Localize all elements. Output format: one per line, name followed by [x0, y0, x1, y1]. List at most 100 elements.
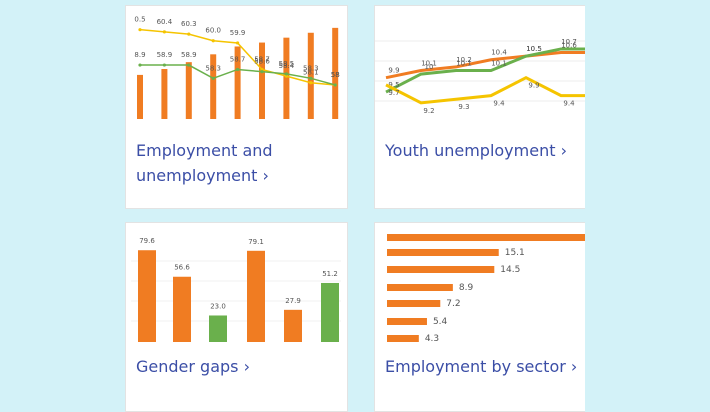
data-label: 58.1	[303, 69, 319, 77]
bar	[173, 276, 191, 342]
data-label: 9.3	[458, 103, 469, 111]
bar	[387, 266, 495, 273]
point	[260, 70, 264, 74]
data-label: 9.4	[493, 100, 505, 108]
data-label: 9.9	[388, 67, 399, 75]
data-label: 5.4	[433, 317, 448, 327]
data-label: 9.2	[423, 107, 434, 115]
data-label: 10.2	[456, 56, 472, 64]
bar	[210, 54, 217, 119]
data-label: 9.7	[388, 89, 399, 97]
line	[385, 75, 585, 105]
bar	[137, 74, 143, 119]
point	[236, 41, 240, 45]
data-label: 15.1	[505, 248, 525, 258]
data-label: 10.7	[561, 38, 577, 46]
data-label: 58.6	[254, 58, 270, 66]
data-label: 59.9	[230, 29, 246, 37]
bar	[307, 32, 314, 119]
card[interactable]: 9.910.110.210.410.510.610.69.51010.110.1…	[374, 5, 585, 209]
bar	[387, 300, 441, 307]
data-label: 10	[425, 63, 434, 71]
point	[333, 83, 337, 87]
data-label: 9.9	[528, 82, 539, 90]
data-label: 58.3	[303, 64, 319, 72]
data-label: 58.7	[254, 55, 270, 63]
chart: 0.5 60.4 60.3 60.0 59.9 58.7 58.4 58.1 58 8.9 58.9…	[134, 16, 340, 120]
bar	[332, 27, 339, 119]
chart: 79.6 56.6 23.0 79.1 27.9 51.2	[131, 237, 341, 342]
data-label: 58	[331, 71, 340, 79]
bar	[283, 37, 290, 119]
point	[187, 32, 191, 36]
data-label: 60.3	[181, 20, 197, 28]
card-title[interactable]: Youth unemployment ›	[385, 141, 567, 160]
bar	[234, 46, 241, 120]
data-label: 10.6	[561, 42, 577, 50]
data-label: 79.1	[248, 238, 264, 246]
bar	[387, 318, 427, 325]
data-label: 9.5	[388, 81, 399, 89]
point	[284, 74, 288, 78]
data-label: 7.2	[446, 299, 460, 309]
bar	[185, 62, 192, 119]
bar	[161, 69, 168, 119]
bar	[247, 250, 265, 342]
bar	[209, 315, 227, 342]
data-label: 4.3	[425, 334, 439, 344]
card-title[interactable]: Gender gaps ›	[136, 357, 250, 376]
data-label: 58	[331, 71, 340, 79]
data-label: 14.5	[500, 265, 520, 275]
point	[162, 30, 166, 34]
data-label: 58.5	[279, 60, 295, 68]
data-label: 23.0	[210, 302, 226, 310]
data-label: 10.5	[526, 45, 542, 53]
data-label: 58.9	[157, 51, 173, 59]
point	[284, 72, 288, 76]
data-label: 60.0	[205, 27, 221, 35]
data-label: 10.1	[421, 60, 437, 68]
point	[260, 67, 264, 72]
line	[385, 51, 585, 80]
bar	[284, 309, 302, 342]
card[interactable]: 0.5 60.4 60.3 60.0 59.9 58.7 58.4 58.1 58 8.9 58.9…	[125, 5, 348, 209]
data-label: 58.9	[181, 51, 197, 59]
bar	[321, 282, 339, 342]
data-label: 58.7	[230, 55, 246, 63]
bar	[387, 284, 453, 291]
data-label: 8.9	[459, 283, 474, 293]
data-label: 10.1	[456, 60, 472, 68]
data-label: 8.9	[134, 51, 145, 59]
bar	[387, 335, 419, 342]
data-label: 9.4	[563, 100, 575, 108]
data-label: 60.4	[157, 18, 173, 26]
point	[138, 63, 142, 67]
page: 0.5 60.4 60.3 60.0 59.9 58.7 58.4 58.1 58 8.9 58.9…	[125, 5, 585, 412]
card[interactable]: 79.6 56.6 23.0 79.1 27.9 51.2 Gender gaps ›	[125, 222, 348, 412]
data-label: 10.1	[491, 60, 507, 68]
data-label: 79.6	[139, 237, 155, 245]
bar	[387, 249, 499, 256]
card[interactable]: 15.1 14.5 8.9 7.2 5.4 4.3 Employment by secto…	[374, 222, 585, 412]
data-label: 10.4	[491, 49, 507, 57]
point	[236, 67, 240, 72]
card-title[interactable]: Employment by sector ›	[385, 357, 578, 376]
data-label: 58.3	[205, 64, 221, 72]
point	[309, 81, 313, 85]
point	[187, 63, 191, 67]
data-label: 58.4	[279, 62, 295, 70]
bar	[259, 42, 265, 120]
point	[211, 39, 215, 43]
chart: 15.1 14.5 8.9 7.2 5.4 4.3	[387, 234, 585, 344]
point	[211, 76, 215, 80]
data-label: 27.9	[285, 297, 301, 305]
bar	[387, 234, 585, 241]
line	[385, 47, 585, 94]
point	[138, 28, 142, 32]
bar	[138, 250, 156, 342]
data-label: 51.2	[322, 270, 338, 278]
point	[309, 76, 313, 80]
data-label: 56.6	[174, 264, 190, 272]
data-label: 10.5	[526, 45, 542, 53]
card-title[interactable]: Employment and unemployment ›	[136, 141, 273, 185]
